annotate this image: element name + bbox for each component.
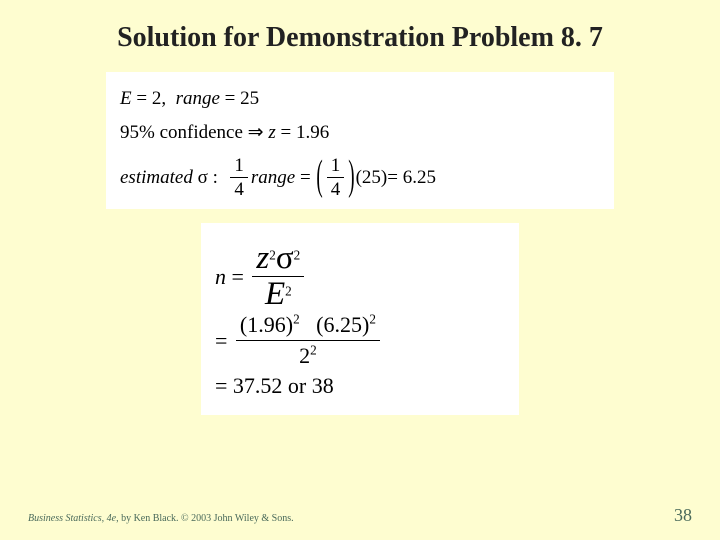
frac-one-fourth: 1 4: [230, 156, 248, 199]
line-confidence: 95% confidence ⇒ z = 1.96: [120, 116, 600, 150]
sigma-result: 6.25: [403, 161, 436, 195]
confidence-text: 95% confidence: [120, 116, 243, 150]
z-sym: z: [256, 240, 269, 276]
z-exp: 2: [269, 248, 276, 263]
result-line: = 37.52 or 38: [215, 373, 505, 399]
var-range: range: [176, 82, 220, 116]
estimated-label: estimated: [120, 161, 193, 195]
var-z: z: [268, 116, 275, 150]
calc-line: = (1.96)2 (6.25)2 22: [215, 314, 505, 367]
n-formula-num: z2σ2: [252, 245, 304, 277]
book-title: Business Statistics, 4e: [28, 513, 116, 524]
calc-frac: (1.96)2 (6.25)2 22: [236, 314, 380, 367]
e-exp: 2: [285, 284, 292, 299]
var-n: n: [215, 264, 226, 290]
footer: Business Statistics, 4e, by Ken Black. ©…: [28, 505, 692, 526]
implies-arrow: ⇒: [248, 116, 264, 150]
sigma-sym: σ: [276, 240, 294, 276]
val-e: = 2,: [136, 82, 166, 116]
line-e-range: E = 2, range = 25: [120, 82, 600, 116]
line-sigma-est: estimated σ : 1 4 range = ( 1 4 ) (25) =…: [120, 156, 600, 199]
frac-num-b: 1: [327, 156, 345, 178]
sigma-symbol: σ: [198, 161, 208, 195]
calc-den-base: 2: [299, 343, 310, 368]
eq1: =: [300, 161, 311, 195]
slide-title: Solution for Demonstration Problem 8. 7: [0, 0, 720, 62]
val-range: = 25: [225, 82, 259, 116]
formula-n: n = z2σ2 E2: [215, 245, 505, 308]
calc-den: 22: [295, 341, 321, 367]
given-values-box: E = 2, range = 25 95% confidence ⇒ z = 1…: [106, 72, 614, 209]
formula-box: n = z2σ2 E2 = (1.96)2 (6.25)2 22: [201, 223, 519, 415]
rparen: ): [348, 140, 354, 215]
calc-b-exp: 2: [369, 312, 376, 327]
var-e: E: [120, 82, 132, 116]
times-25: (25): [356, 161, 388, 195]
eq2: =: [387, 161, 398, 195]
e-sym: E: [265, 276, 285, 312]
calc-a-exp: 2: [293, 312, 300, 327]
rounded-val: 38: [312, 373, 334, 399]
sigma-exp: 2: [294, 248, 301, 263]
n-formula-frac: z2σ2 E2: [252, 245, 304, 308]
page-number: 38: [674, 505, 692, 526]
result-val: = 37.52: [215, 373, 282, 399]
n-formula-den: E2: [261, 277, 296, 308]
eq-calc: =: [215, 328, 227, 354]
range-label: range: [251, 161, 295, 195]
book-rest: , by Ken Black. © 2003 John Wiley & Sons…: [116, 513, 294, 524]
or-text: or: [288, 373, 306, 399]
eq-n: =: [232, 264, 244, 290]
calc-b: (6.25): [316, 312, 369, 337]
calc-a: (1.96): [240, 312, 293, 337]
calc-den-exp: 2: [310, 343, 317, 358]
frac-den-b: 4: [327, 178, 345, 199]
lparen: (: [316, 140, 322, 215]
calc-num: (1.96)2 (6.25)2: [236, 314, 380, 341]
frac-den: 4: [230, 178, 248, 199]
footer-citation: Business Statistics, 4e, by Ken Black. ©…: [28, 513, 294, 524]
frac-one-fourth-b: 1 4: [327, 156, 345, 199]
frac-num: 1: [230, 156, 248, 178]
